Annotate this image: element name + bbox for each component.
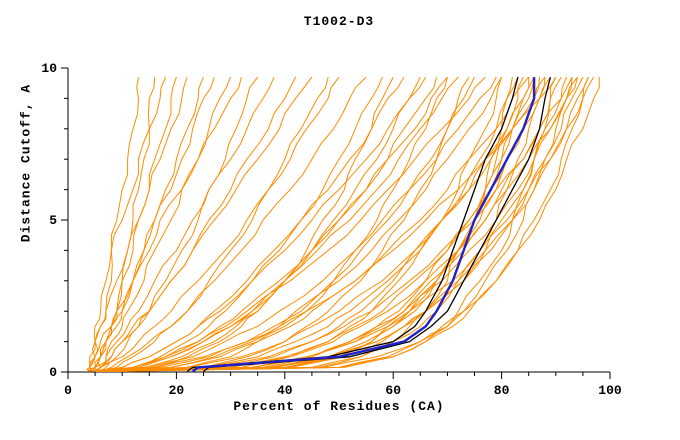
model-curve-orange bbox=[100, 76, 486, 372]
model-curve-orange bbox=[100, 76, 394, 372]
model-curve-orange bbox=[100, 76, 519, 372]
x-axis-label: Percent of Residues (CA) bbox=[233, 399, 445, 414]
model-curve-orange bbox=[94, 76, 275, 372]
model-curve-orange bbox=[86, 77, 139, 372]
x-tick-label: 80 bbox=[494, 383, 510, 398]
model-curve-orange bbox=[105, 76, 448, 372]
model-curve-orange bbox=[111, 76, 578, 372]
model-curve-orange bbox=[89, 76, 340, 372]
model-curve-orange bbox=[95, 76, 470, 372]
black-model-1 bbox=[186, 76, 519, 372]
blue-reference-model bbox=[191, 77, 536, 373]
model-curve-orange bbox=[89, 76, 204, 372]
chart-title: T1002-D3 bbox=[303, 14, 375, 29]
model-curve-orange bbox=[111, 76, 589, 372]
model-curve-orange bbox=[100, 76, 427, 372]
model-curve-orange bbox=[95, 76, 421, 372]
model-curve-orange bbox=[105, 77, 600, 372]
model-curve-orange bbox=[95, 76, 329, 372]
model-curve-orange bbox=[95, 76, 448, 372]
model-curve-orange bbox=[92, 76, 177, 372]
model-curve-orange bbox=[94, 77, 156, 372]
x-tick-label: 40 bbox=[277, 383, 293, 398]
model-curve-orange bbox=[100, 77, 546, 372]
model-curve-orange bbox=[100, 76, 459, 372]
model-curve-orange bbox=[100, 76, 497, 372]
model-curve-orange bbox=[89, 76, 297, 372]
model-curve-orange bbox=[111, 77, 535, 372]
model-curve-orange bbox=[86, 76, 167, 372]
model-curve-orange bbox=[95, 76, 383, 372]
x-tick-label: 100 bbox=[598, 383, 622, 398]
model-curve-orange bbox=[116, 77, 573, 372]
x-tick-label: 0 bbox=[64, 383, 72, 398]
x-tick-label: 60 bbox=[385, 383, 401, 398]
model-curve-orange bbox=[95, 76, 573, 372]
y-tick-label: 5 bbox=[49, 213, 57, 228]
model-curve-orange bbox=[94, 76, 259, 372]
model-curve-orange bbox=[105, 76, 530, 372]
model-curve-orange bbox=[100, 76, 503, 372]
model-curve-orange bbox=[100, 77, 530, 372]
y-tick-label: 10 bbox=[41, 61, 57, 76]
x-tick-label: 20 bbox=[169, 383, 185, 398]
y-tick-label: 0 bbox=[49, 365, 57, 380]
model-curve-orange bbox=[105, 76, 578, 372]
model-curve-orange bbox=[94, 76, 215, 372]
black-model-2 bbox=[203, 76, 552, 372]
model-curve-orange bbox=[95, 76, 589, 372]
model-curve-orange bbox=[87, 76, 188, 372]
model-curve-orange bbox=[94, 76, 313, 372]
model-curve-orange bbox=[95, 76, 367, 372]
model-curve-orange bbox=[94, 76, 232, 372]
model-curve-orange bbox=[100, 76, 503, 372]
model-curve-orange bbox=[95, 77, 513, 372]
